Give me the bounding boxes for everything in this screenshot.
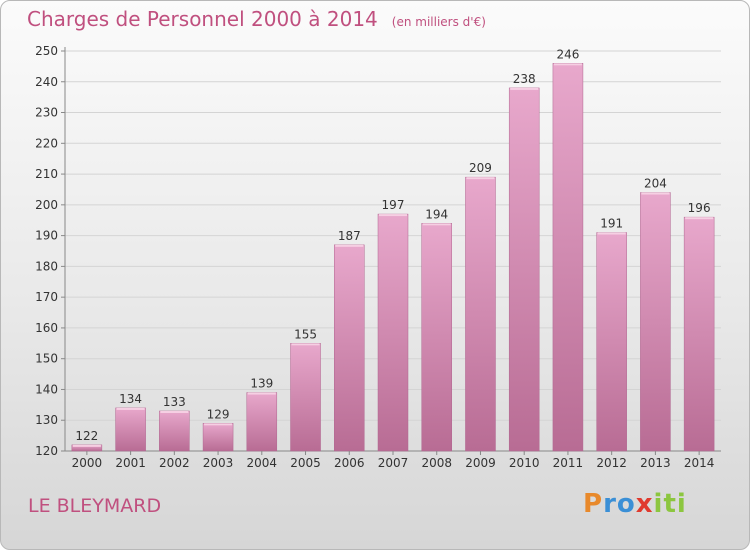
y-tick-label: 220 (35, 136, 58, 150)
y-tick-label: 150 (35, 352, 58, 366)
bar (508, 87, 540, 452)
x-tick-label: 2014 (684, 456, 715, 470)
bar-highlight (72, 444, 101, 447)
bar-highlight (422, 223, 451, 226)
bar-value-label: 246 (556, 47, 579, 61)
bar-highlight (510, 87, 539, 90)
bar-highlight (247, 392, 276, 395)
bar-value-label: 196 (688, 201, 711, 215)
y-tick-label: 210 (35, 167, 58, 181)
bar (421, 223, 452, 452)
bar (334, 244, 365, 452)
x-tick-label: 2007 (378, 456, 409, 470)
bar-value-label: 133 (163, 395, 186, 409)
logo-letter: t (663, 489, 677, 519)
bar-value-label: 191 (600, 217, 623, 231)
bar-value-label: 194 (425, 207, 448, 221)
bar-highlight (160, 411, 189, 413)
bar-value-label: 129 (207, 407, 230, 421)
bar-value-label: 209 (469, 161, 492, 175)
bar-highlight (291, 343, 320, 346)
bar-value-label: 187 (338, 229, 361, 243)
bar (465, 176, 496, 452)
bar (683, 216, 715, 452)
y-tick-label: 120 (35, 444, 58, 458)
bar-highlight (641, 192, 670, 195)
commune-name: LE BLEYMARD (28, 495, 162, 517)
bar-highlight (335, 244, 364, 247)
logo-letter: r (603, 489, 617, 519)
bar-highlight (204, 423, 233, 426)
y-tick-labels: 120 130 140 150 160 170 180 190 200 210 220 230 240 2… (35, 44, 58, 458)
x-tick-label: 2011 (553, 456, 584, 470)
bar (552, 63, 584, 452)
proxiti-logo: Proxiti (583, 489, 687, 519)
bar (290, 343, 321, 452)
bar (202, 423, 234, 452)
y-tick-label: 190 (35, 229, 58, 243)
y-tick-label: 170 (35, 290, 58, 304)
chart-title: Charges de Personnel 2000 à 2014 (en mill… (27, 7, 486, 31)
y-tick-label: 160 (35, 321, 58, 335)
bar-highlight (379, 214, 407, 217)
y-tick-label: 200 (35, 198, 58, 212)
x-tick-label: 2001 (115, 456, 146, 470)
x-tick-label: 2010 (509, 456, 540, 470)
bar-value-label: 204 (644, 177, 667, 191)
logo-letter: x (635, 489, 654, 519)
x-tick-label: 2005 (290, 456, 321, 470)
bar (640, 192, 671, 452)
x-tick-label: 2002 (159, 456, 190, 470)
chart-title-text: Charges de Personnel 2000 à 2014 (27, 7, 378, 31)
x-tick-label: 2003 (203, 456, 234, 470)
y-tick-label: 230 (35, 106, 58, 120)
bar-highlight (685, 217, 714, 220)
chart-unit-note: (en milliers d'€) (391, 15, 486, 29)
logo-letter: o (616, 489, 636, 519)
bar (159, 410, 190, 452)
y-tick-label: 180 (35, 259, 58, 273)
bar-value-label: 155 (294, 327, 317, 341)
bar (596, 232, 627, 452)
y-tick-label: 240 (35, 75, 58, 89)
x-tick-label: 2012 (596, 456, 627, 470)
bars (71, 63, 715, 452)
bar-value-label: 122 (75, 429, 98, 443)
x-tick-label: 2009 (465, 456, 496, 470)
bar-highlight (553, 63, 582, 66)
bar (377, 213, 409, 452)
y-tick-label: 250 (35, 44, 58, 58)
bar-value-label: 134 (119, 392, 142, 406)
bar-highlight (597, 232, 626, 235)
y-tick-label: 130 (35, 413, 58, 427)
logo-letter: P (583, 489, 604, 519)
bar-value-label: 238 (513, 72, 536, 86)
bar-highlight (466, 177, 495, 180)
x-tick-label: 2013 (640, 456, 671, 470)
x-tick-label: 2008 (421, 456, 452, 470)
x-tick-label: 2000 (72, 456, 103, 470)
x-tick-labels: 2000 2001 2002 2003 2004 2005 2006 2007 2008 2009… (72, 451, 715, 470)
x-tick-label: 2004 (247, 456, 278, 470)
bar (115, 407, 146, 452)
bar-value-label: 139 (250, 377, 273, 391)
bar-highlight (116, 407, 145, 410)
bar (246, 392, 278, 452)
logo-letter: i (676, 489, 687, 519)
y-tick-label: 140 (35, 382, 58, 396)
logo-letter: i (653, 489, 664, 519)
x-tick-label: 2006 (334, 456, 365, 470)
bar-value-label: 197 (382, 198, 405, 212)
bar-value-labels: 122 134 133 129 139 155 187 197 194 209 238 246 191 2… (75, 47, 710, 443)
